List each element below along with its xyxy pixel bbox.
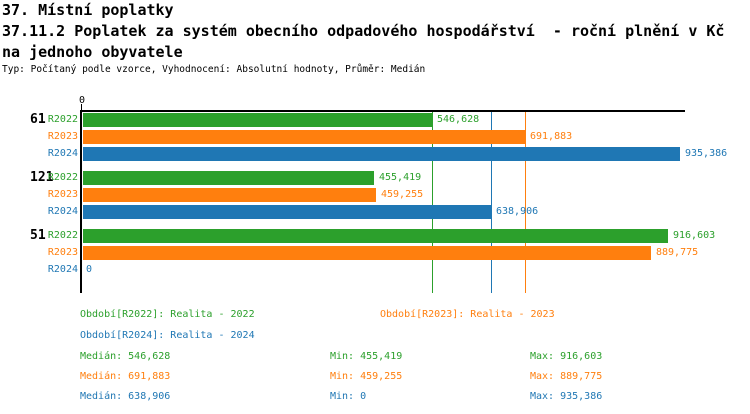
bar-value-label: 0 bbox=[86, 264, 93, 275]
stat-min-r2022: Min: 455,419 bbox=[330, 351, 403, 362]
stat-min-r2024: Min: 0 bbox=[330, 391, 367, 402]
group-label: 51 bbox=[30, 228, 46, 243]
group-label: 121 bbox=[30, 170, 54, 185]
bar bbox=[83, 130, 525, 144]
series-label: R2023 bbox=[47, 247, 78, 258]
bar bbox=[83, 229, 668, 243]
stat-max-r2024: Max: 935,386 bbox=[530, 391, 603, 402]
report-section-title: 37. Místní poplatky bbox=[2, 1, 174, 19]
stat-max-r2023: Max: 889,775 bbox=[530, 371, 603, 382]
stat-median-r2022: Medián: 546,628 bbox=[80, 351, 171, 362]
x-axis-line bbox=[82, 110, 685, 112]
chart-meta-info: Typ: Počítaný podle vzorce, Vyhodnocení:… bbox=[2, 64, 426, 75]
median-gridline bbox=[525, 112, 526, 293]
bar-value-label: 638,906 bbox=[496, 206, 539, 217]
stat-median-r2023: Medián: 691,883 bbox=[80, 371, 171, 382]
median-gridline bbox=[491, 112, 492, 293]
stat-median-r2024: Medián: 638,906 bbox=[80, 391, 171, 402]
series-label: R2022 bbox=[47, 114, 78, 125]
series-label: R2024 bbox=[47, 148, 78, 159]
series-label: R2023 bbox=[47, 131, 78, 142]
bar-value-label: 889,775 bbox=[656, 247, 699, 258]
series-label: R2022 bbox=[47, 230, 78, 241]
group-label: 61 bbox=[30, 112, 46, 127]
legend-item-r2024: Období[R2024]: Realita - 2024 bbox=[80, 330, 255, 341]
bar bbox=[83, 188, 376, 202]
bar-value-label: 459,255 bbox=[381, 189, 424, 200]
median-gridline bbox=[432, 112, 433, 293]
legend-item-r2023: Období[R2023]: Realita - 2023 bbox=[380, 309, 555, 320]
bar bbox=[83, 246, 651, 260]
x-axis-tick-mark bbox=[81, 104, 82, 111]
bar bbox=[83, 147, 680, 161]
bar bbox=[83, 113, 432, 127]
series-label: R2023 bbox=[47, 189, 78, 200]
bar-value-label: 935,386 bbox=[685, 148, 728, 159]
chart-title-line2: na jednoho obyvatele bbox=[2, 43, 183, 61]
bar bbox=[83, 205, 491, 219]
bar bbox=[83, 171, 374, 185]
chart-title-line1: 37.11.2 Poplatek za systém obecního odpa… bbox=[2, 22, 725, 40]
x-axis-zero-tick-label: 0 bbox=[78, 95, 86, 106]
bar-value-label: 546,628 bbox=[437, 114, 480, 125]
series-label: R2022 bbox=[47, 172, 78, 183]
legend-item-r2022: Období[R2022]: Realita - 2022 bbox=[80, 309, 255, 320]
bar-value-label: 916,603 bbox=[673, 230, 716, 241]
stat-max-r2022: Max: 916,603 bbox=[530, 351, 603, 362]
stat-min-r2023: Min: 459,255 bbox=[330, 371, 403, 382]
bar-value-label: 455,419 bbox=[379, 172, 422, 183]
y-axis-line bbox=[80, 110, 82, 293]
bar-value-label: 691,883 bbox=[530, 131, 573, 142]
series-label: R2024 bbox=[47, 264, 78, 275]
series-label: R2024 bbox=[47, 206, 78, 217]
